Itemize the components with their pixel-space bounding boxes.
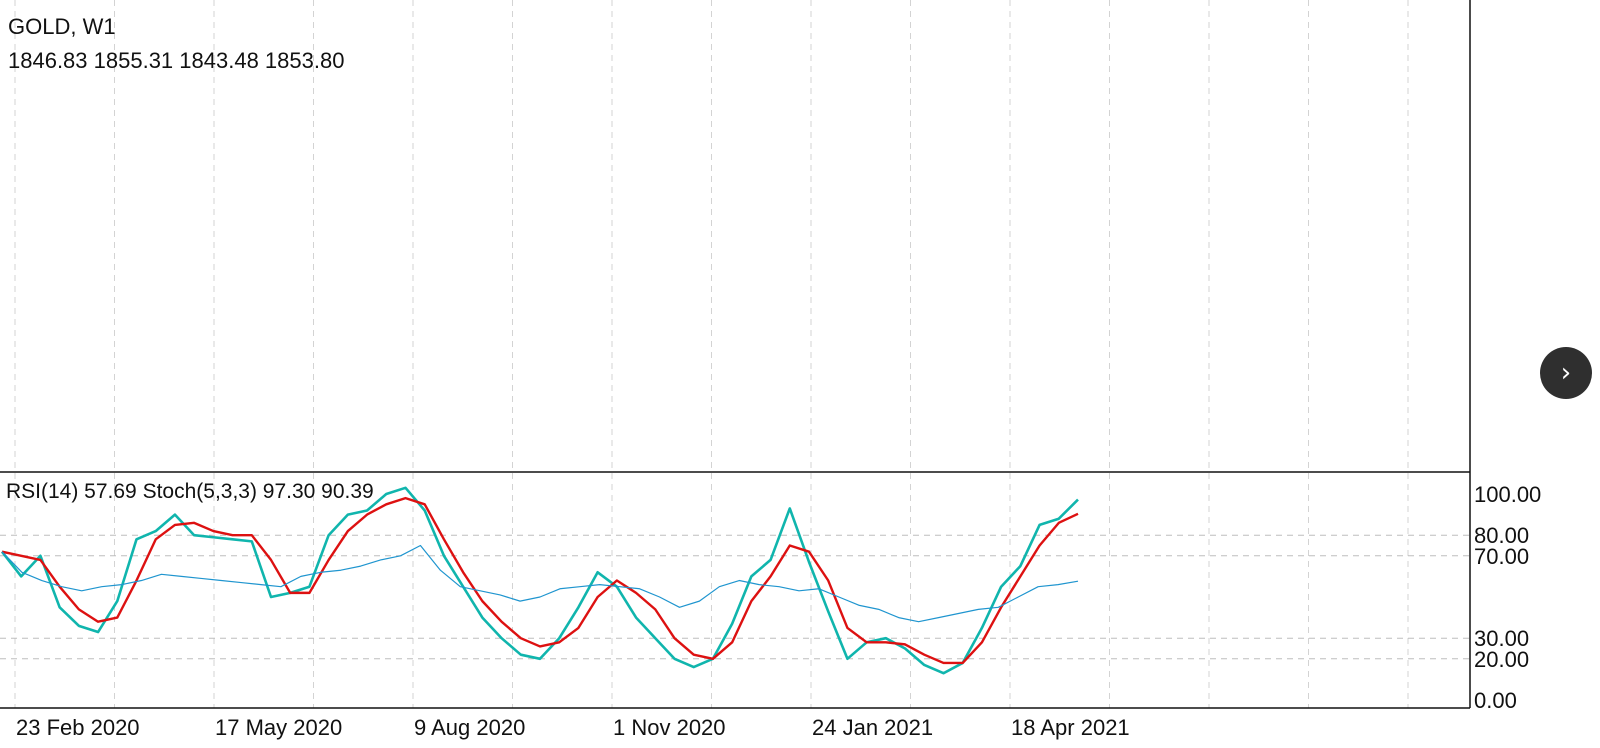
symbol-label: GOLD, W1 <box>8 14 116 39</box>
rsi-line <box>1 544 1079 623</box>
grid <box>14 0 1409 708</box>
osc-tick-label: 20.00 <box>1474 647 1529 672</box>
time-tick-label: 24 Jan 2021 <box>812 715 933 740</box>
osc-tick-label: 100.00 <box>1474 482 1541 507</box>
osc-tick-label: 30.00 <box>1474 626 1529 651</box>
ohlc-readout: 1846.83 1855.31 1843.48 1853.80 <box>8 48 345 73</box>
time-tick-label: 23 Feb 2020 <box>16 715 140 740</box>
time-tick-label: 18 Apr 2021 <box>1011 715 1130 740</box>
osc-tick-label: 80.00 <box>1474 523 1529 548</box>
time-tick-label: 9 Aug 2020 <box>414 715 525 740</box>
chevron-right-icon: › <box>1560 358 1572 388</box>
oscillator-readout: RSI(14) 57.69 Stoch(5,3,3) 97.30 90.39 <box>6 480 374 503</box>
scroll-right-button[interactable]: › <box>1540 347 1592 399</box>
time-tick-label: 17 May 2020 <box>215 715 342 740</box>
price-axis: 2077.601957.751718.051598.201478.351853.… <box>1469 0 1471 708</box>
time-axis: 23 Feb 2020 17 May 2020 9 Aug 2020 1 Nov 20… <box>0 707 1470 740</box>
osc-tick-label: 0.00 <box>1474 688 1517 713</box>
time-tick-label: 1 Nov 2020 <box>613 715 726 740</box>
stoch-k-line <box>0 486 1079 675</box>
osc-tick-label: 70.00 <box>1474 544 1529 569</box>
stoch-d-line <box>1 496 1079 665</box>
